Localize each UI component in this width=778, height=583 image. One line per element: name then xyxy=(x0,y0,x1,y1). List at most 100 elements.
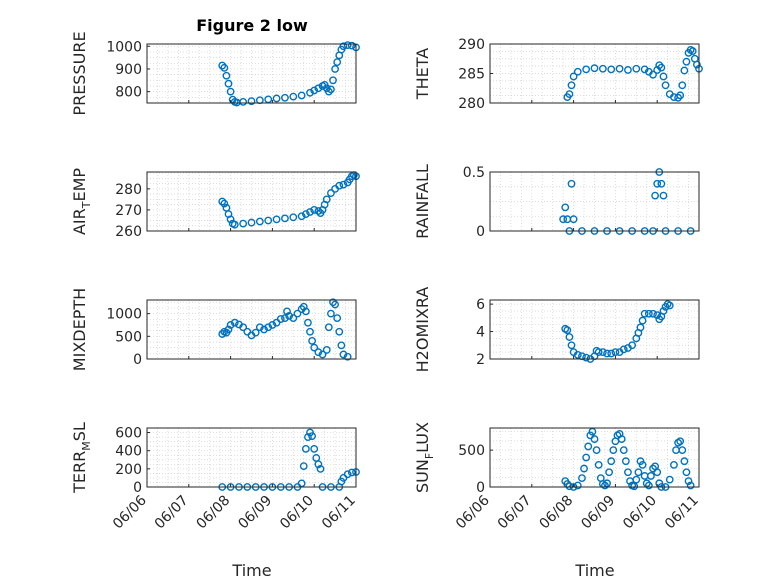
y-axis-label: H2OMIXRA xyxy=(413,287,432,373)
data-point xyxy=(640,65,649,74)
data-point xyxy=(289,92,298,101)
data-point xyxy=(573,481,582,490)
data-point xyxy=(598,348,607,357)
data-point xyxy=(653,468,662,477)
data-point xyxy=(684,477,693,485)
data-point xyxy=(333,314,342,323)
data-point xyxy=(301,444,310,453)
data-point xyxy=(310,86,319,95)
data-point xyxy=(636,323,645,332)
data-point xyxy=(218,330,227,338)
x-tick-label: 06/08 xyxy=(194,493,234,533)
data-point xyxy=(573,67,582,76)
data-point xyxy=(644,481,653,490)
data-point xyxy=(665,301,674,310)
data-point xyxy=(686,481,695,490)
data-point xyxy=(306,208,314,216)
y-axis-label: THETA xyxy=(413,48,432,100)
data-point xyxy=(580,464,588,473)
data-point xyxy=(638,460,647,469)
data-point xyxy=(327,85,335,94)
data-point xyxy=(592,446,601,455)
x-tick-label: 06/07 xyxy=(495,493,535,533)
data-point xyxy=(283,307,291,316)
data-point xyxy=(310,343,319,352)
x-tick-label: 06/10 xyxy=(277,493,317,533)
data-point xyxy=(264,216,273,225)
data-point xyxy=(318,350,327,359)
data-point xyxy=(649,70,657,79)
axes-mixdepth: 0 500 1000 MIXDEPTH xyxy=(70,288,357,371)
data-point xyxy=(676,91,685,100)
x-tick-label: 06/06 xyxy=(110,492,150,532)
data-point xyxy=(659,307,668,315)
data-point xyxy=(565,482,574,491)
data-point xyxy=(567,341,576,350)
data-point xyxy=(584,442,593,451)
data-point xyxy=(601,481,609,490)
y-tick-label: 280 xyxy=(458,96,485,112)
axes-box xyxy=(489,171,700,232)
data-point xyxy=(630,482,639,491)
y-axis-label: SUNFLUX xyxy=(413,422,436,493)
data-point xyxy=(299,302,308,311)
data-point xyxy=(624,66,632,74)
data-point xyxy=(314,460,323,469)
data-point xyxy=(329,76,337,85)
data-point xyxy=(653,179,662,188)
y-tick-label: 600 xyxy=(115,426,142,442)
data-point xyxy=(569,215,578,224)
data-point xyxy=(347,468,356,477)
x-tick-label: 06/09 xyxy=(578,493,618,533)
y-tick-label: 200 xyxy=(115,462,142,478)
data-point xyxy=(640,309,649,318)
data-point xyxy=(594,460,603,469)
data-point xyxy=(301,210,310,219)
data-point xyxy=(632,475,641,484)
data-point xyxy=(331,300,339,309)
y-tick-label: 800 xyxy=(115,85,142,101)
figure-title: Figure 2 low xyxy=(196,16,308,35)
data-point xyxy=(343,470,352,479)
x-tick-label: 06/11 xyxy=(319,493,359,533)
y-axis-label: TERRMSL xyxy=(70,422,93,494)
axes-sun-flux: 0 500 06/06 06/07 06/08 06/09 06/10 06/11 SUNFLU… xyxy=(413,422,702,532)
data-point xyxy=(634,468,643,477)
data-point xyxy=(304,433,312,441)
data-point xyxy=(680,457,689,466)
data-point xyxy=(306,327,314,336)
data-point xyxy=(337,341,346,350)
data-point xyxy=(322,195,331,204)
x-tick-label: 06/07 xyxy=(152,493,192,533)
data-point xyxy=(661,81,670,90)
y-tick-label: 500 xyxy=(115,329,142,345)
data-point xyxy=(649,309,657,318)
y-tick-label: 900 xyxy=(115,62,142,78)
data-point xyxy=(310,444,319,453)
data-point xyxy=(335,327,344,336)
data-point xyxy=(590,435,599,443)
data-point xyxy=(624,468,632,477)
data-point xyxy=(644,309,653,318)
y-tick-label: 260 xyxy=(115,224,142,240)
data-point xyxy=(224,325,233,334)
data-point xyxy=(329,298,337,307)
data-point xyxy=(239,97,248,106)
data-point xyxy=(220,199,229,208)
data-point xyxy=(226,215,235,224)
data-point xyxy=(670,460,678,469)
axes-box xyxy=(146,171,357,232)
y-tick-label: 2 xyxy=(476,352,485,368)
axes-box xyxy=(146,43,357,104)
data-point xyxy=(582,453,591,462)
data-point xyxy=(293,309,302,318)
data-point xyxy=(316,464,325,473)
data-point xyxy=(289,213,298,222)
data-point xyxy=(619,446,628,455)
axes-background xyxy=(147,300,356,359)
data-point xyxy=(255,217,264,226)
data-point xyxy=(632,64,641,73)
data-point xyxy=(247,218,256,227)
y-tick-label: 285 xyxy=(458,67,485,83)
